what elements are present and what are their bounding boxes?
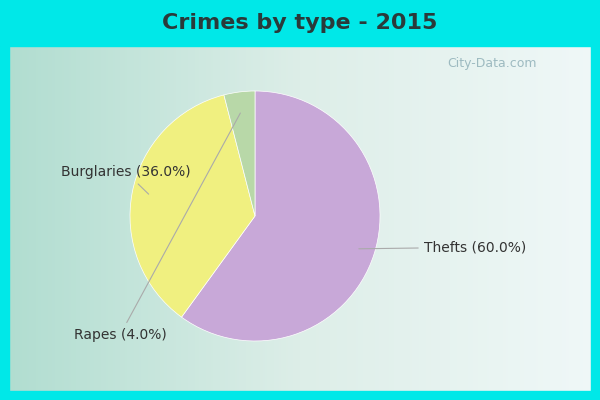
Wedge shape <box>130 95 255 317</box>
Text: Rapes (4.0%): Rapes (4.0%) <box>74 113 241 342</box>
Bar <box>0 0 600 46</box>
Text: City-Data.com: City-Data.com <box>447 58 537 70</box>
Text: Burglaries (36.0%): Burglaries (36.0%) <box>61 165 191 194</box>
Wedge shape <box>182 91 380 341</box>
Bar <box>591 0 600 400</box>
Text: Crimes by type - 2015: Crimes by type - 2015 <box>163 13 437 33</box>
Wedge shape <box>224 91 255 216</box>
Bar <box>0 391 600 400</box>
Bar <box>0 46 9 400</box>
Text: Thefts (60.0%): Thefts (60.0%) <box>359 240 526 254</box>
